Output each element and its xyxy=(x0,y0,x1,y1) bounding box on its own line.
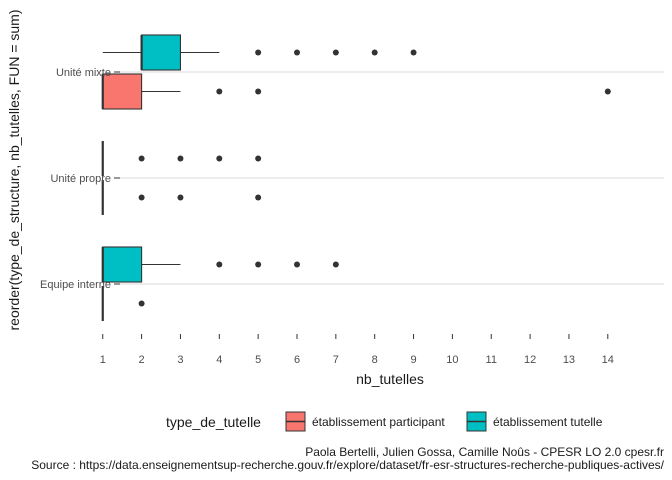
outlier-1-1-3 xyxy=(255,155,262,162)
y-axis-ticks: Unité mixte Unité propre Equipe interne xyxy=(40,67,120,291)
outlier-0-1-0 xyxy=(138,194,145,201)
outliers xyxy=(138,49,611,307)
legend-label-1: établissement tutelle xyxy=(493,415,603,429)
x-tick-label-0: 1 xyxy=(100,354,106,366)
x-tick-label-1: 2 xyxy=(139,354,145,366)
outlier-1-2-2 xyxy=(294,261,300,268)
outlier-0-1-1 xyxy=(177,194,184,201)
box-1-2 xyxy=(101,246,181,283)
box-body xyxy=(102,73,143,110)
x-axis-ticks: 1 2 3 4 5 6 7 8 9 10 11 12 13 14 xyxy=(100,334,614,366)
x-tick-label-7: 8 xyxy=(372,354,378,366)
x-tick-label-4: 5 xyxy=(255,354,261,366)
outlier-1-2-1 xyxy=(255,261,262,268)
x-tick-label-10: 11 xyxy=(486,354,497,366)
caption-line-1: Paola Bertelli, Julien Gossa, Camille No… xyxy=(305,445,664,459)
outlier-1-1-2 xyxy=(216,155,223,162)
x-tick-label-11: 12 xyxy=(524,354,536,366)
x-tick-label-13: 14 xyxy=(602,354,614,366)
y-tick-label-2: Equipe interne xyxy=(40,279,111,291)
outlier-0-1-2 xyxy=(255,194,262,201)
y-tick-label-0: Unité mixte xyxy=(56,67,111,79)
outlier-1-1-1 xyxy=(177,155,184,162)
x-tick-label-12: 13 xyxy=(563,354,575,366)
outlier-0-0-1 xyxy=(255,88,262,95)
x-tick-label-5: 6 xyxy=(294,354,300,366)
x-axis-title: nb_tutelles xyxy=(356,371,424,387)
x-tick-label-6: 7 xyxy=(333,354,339,366)
x-tick-label-8: 9 xyxy=(410,354,416,366)
outlier-1-1-0 xyxy=(138,155,145,162)
box-body xyxy=(102,246,143,283)
outlier-1-0-3 xyxy=(371,49,378,56)
outlier-1-0-2 xyxy=(332,49,339,56)
legend-label-0: établissement participant xyxy=(312,415,445,429)
legend: type_de_tutelle établissement participan… xyxy=(166,411,603,432)
box-body xyxy=(141,34,182,71)
legend-key-1: établissement tutelle xyxy=(466,411,603,432)
grid xyxy=(120,71,664,285)
outlier-0-2-0 xyxy=(138,300,145,307)
box-0-0 xyxy=(101,73,181,110)
x-tick-label-3: 4 xyxy=(216,354,222,366)
y-tick-label-1: Unité propre xyxy=(50,173,111,185)
outlier-0-0-0 xyxy=(216,88,223,95)
box-1-0 xyxy=(102,34,220,71)
caption: Paola Bertelli, Julien Gossa, Camille No… xyxy=(31,445,664,472)
legend-title: type_de_tutelle xyxy=(166,414,261,430)
outlier-1-0-0 xyxy=(255,49,262,56)
caption-line-2: Source : https://data.enseignementsup-re… xyxy=(31,458,664,472)
legend-key-0: établissement participant xyxy=(285,411,445,432)
outlier-1-0-1 xyxy=(294,49,300,56)
outlier-1-2-3 xyxy=(332,261,339,268)
boxes xyxy=(101,34,220,321)
x-tick-label-9: 10 xyxy=(446,354,458,366)
outlier-1-2-0 xyxy=(216,261,223,268)
outlier-0-0-2 xyxy=(604,88,611,95)
x-tick-label-2: 3 xyxy=(177,354,183,366)
outlier-1-0-4 xyxy=(410,49,417,56)
y-axis-title: reorder(type_de_structure, nb_tutelles, … xyxy=(6,10,22,331)
